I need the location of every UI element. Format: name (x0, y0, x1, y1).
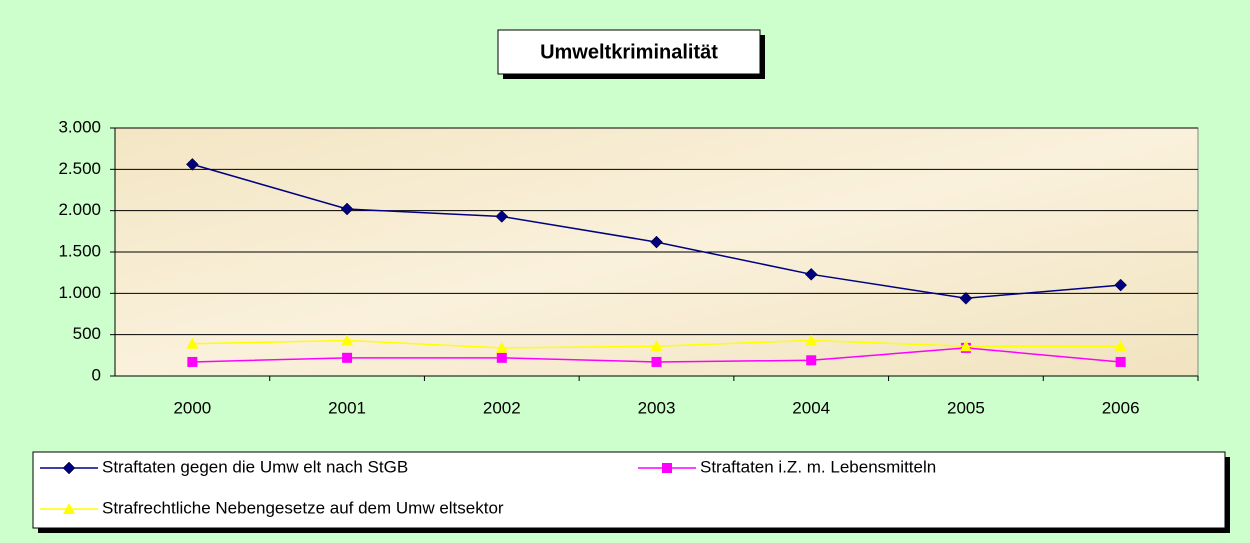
marker (959, 340, 972, 352)
marker (1115, 356, 1126, 367)
marker (340, 202, 354, 216)
legend-label: Strafrechtliche Nebengesetze auf dem Umw… (102, 498, 504, 517)
x-tick-label: 2002 (483, 398, 521, 417)
x-tick-label: 2003 (638, 398, 676, 417)
x-tick-label: 2000 (173, 398, 211, 417)
marker (187, 356, 198, 367)
marker (806, 355, 817, 366)
x-tick-label: 2001 (328, 398, 366, 417)
title-box (497, 29, 761, 75)
marker (186, 337, 199, 349)
marker (186, 158, 199, 171)
marker (805, 334, 818, 346)
y-tick-label: 2.500 (58, 159, 101, 178)
chart-title: Umweltkriminalität (540, 41, 718, 63)
y-tick-label: 1.500 (58, 241, 101, 260)
marker (342, 352, 353, 363)
legend-label: Straftaten gegen die Umw elt nach StGB (102, 457, 408, 476)
marker (959, 291, 973, 305)
y-tick-label: 0 (92, 365, 101, 384)
marker (495, 210, 509, 223)
y-tick-label: 2.000 (58, 200, 101, 219)
legend (32, 451, 1226, 529)
marker (496, 352, 507, 363)
y-tick-label: 500 (73, 324, 101, 343)
x-tick-label: 2006 (1102, 398, 1140, 417)
marker (1114, 340, 1127, 352)
marker (1114, 278, 1127, 292)
marker (341, 334, 354, 346)
marker (63, 503, 75, 514)
x-tick-label: 2005 (947, 398, 985, 417)
marker (651, 356, 662, 367)
y-tick-label: 3.000 (58, 117, 101, 136)
legend-label: Straftaten i.Z. m. Lebensmitteln (700, 457, 936, 476)
marker (804, 267, 818, 281)
marker (650, 235, 663, 249)
marker (650, 340, 663, 352)
marker (62, 461, 76, 475)
marker (495, 341, 508, 353)
y-tick-label: 1.000 (58, 283, 101, 302)
x-tick-label: 2004 (792, 398, 830, 417)
marker (662, 463, 672, 473)
